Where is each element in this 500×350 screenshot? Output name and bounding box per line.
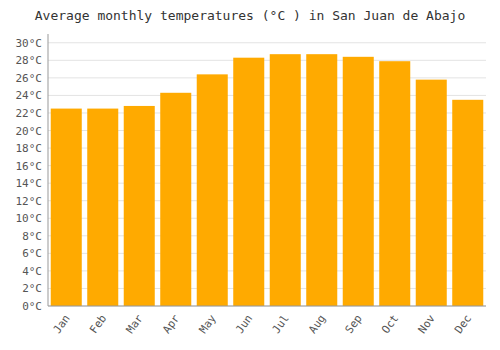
x-tick-label: Aug	[306, 312, 328, 336]
bar	[197, 74, 228, 306]
x-tick-label: Jan	[51, 312, 73, 336]
y-axis-line	[48, 34, 49, 306]
y-tick-label: 18°C	[16, 142, 43, 155]
grid-line	[48, 77, 486, 78]
x-tick-label: Sep	[343, 312, 365, 336]
x-tick-label: Oct	[379, 312, 401, 336]
bar	[124, 106, 155, 306]
y-tick-label: 8°C	[22, 230, 42, 243]
y-tick-label: 12°C	[16, 195, 43, 208]
grid-line	[48, 306, 486, 307]
x-tick-label: Nov	[416, 312, 438, 336]
chart: Average monthly temperatures (°C ) in Sa…	[0, 0, 500, 350]
bar	[160, 93, 191, 306]
x-axis-line	[48, 306, 486, 307]
bar	[452, 100, 483, 306]
bar	[343, 57, 374, 306]
grid	[48, 43, 486, 306]
y-tick-label: 28°C	[16, 54, 43, 67]
x-tick-label: Jun	[233, 312, 255, 336]
y-tick-label: 2°C	[22, 282, 42, 295]
x-tick-label: May	[197, 312, 219, 336]
y-tick-label: 22°C	[16, 107, 43, 120]
y-tick-label: 30°C	[16, 37, 43, 50]
x-tick-label: Apr	[160, 312, 182, 336]
y-tick-label: 0°C	[22, 300, 42, 313]
y-tick-label: 20°C	[16, 125, 43, 138]
x-tick-label: Feb	[87, 312, 109, 336]
bar	[270, 54, 301, 306]
bar	[51, 109, 82, 306]
y-tick-label: 6°C	[22, 247, 42, 260]
bar	[87, 109, 118, 306]
y-tick-label: 14°C	[16, 177, 43, 190]
x-tick-label: Mar	[124, 312, 146, 336]
y-tick-label: 24°C	[16, 89, 43, 102]
x-tick-label: Jul	[270, 312, 292, 336]
bar	[416, 80, 447, 306]
y-tick-label: 26°C	[16, 72, 43, 85]
bar	[379, 61, 410, 306]
grid-line	[48, 42, 486, 43]
y-tick-label: 16°C	[16, 160, 43, 173]
y-tick-label: 10°C	[16, 212, 43, 225]
y-tick-label: 4°C	[22, 265, 42, 278]
bar	[233, 58, 264, 306]
title: Average monthly temperatures (°C ) in Sa…	[35, 8, 465, 23]
grid-line	[48, 60, 486, 61]
x-tick-label: Dec	[452, 312, 474, 336]
bar	[306, 54, 337, 306]
